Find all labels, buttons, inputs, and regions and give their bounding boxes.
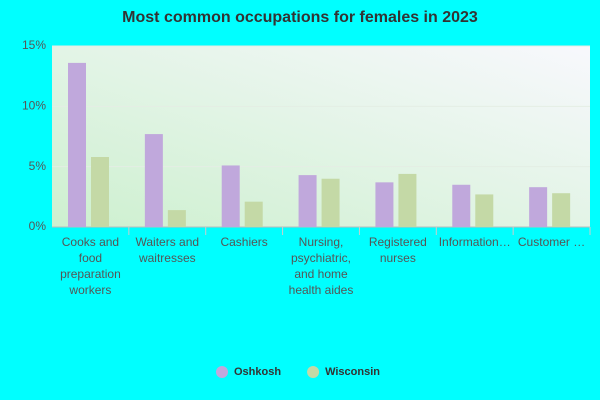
legend-marker bbox=[216, 366, 228, 378]
legend-marker bbox=[307, 366, 320, 378]
bar bbox=[68, 62, 86, 227]
x-tick-label: Registered nurses bbox=[369, 235, 427, 265]
x-tick-label: Nursing, psychiatric, and home health aides bbox=[289, 235, 354, 297]
y-tick-label: 5% bbox=[29, 159, 47, 173]
bar bbox=[375, 182, 394, 227]
x-tick-label: Cooks and food preparation workers bbox=[60, 235, 121, 297]
bar bbox=[475, 194, 494, 227]
bar bbox=[144, 134, 163, 227]
bar bbox=[91, 157, 109, 227]
bar bbox=[167, 210, 186, 227]
y-tick-label: 0% bbox=[29, 219, 47, 233]
x-tick-label: Waiters and waitresses bbox=[135, 235, 199, 265]
bar bbox=[452, 184, 471, 227]
legend-label: Wisconsin bbox=[325, 366, 380, 378]
x-tick-label: Customer … bbox=[518, 235, 585, 249]
x-tick-label: Information… bbox=[439, 235, 511, 249]
bar bbox=[398, 173, 417, 227]
bar bbox=[321, 178, 340, 227]
y-tick-label: 15% bbox=[22, 38, 46, 52]
chart-title: Most common occupations for females in 2… bbox=[122, 9, 478, 26]
y-tick-label: 10% bbox=[22, 99, 46, 113]
x-tick-label: Cashiers bbox=[220, 235, 267, 249]
bar bbox=[552, 193, 571, 227]
bar bbox=[298, 175, 317, 227]
bar bbox=[221, 165, 240, 227]
plot-area bbox=[52, 46, 590, 227]
bar bbox=[244, 201, 263, 227]
bar bbox=[529, 187, 548, 227]
legend-label: Oshkosh bbox=[234, 366, 281, 378]
